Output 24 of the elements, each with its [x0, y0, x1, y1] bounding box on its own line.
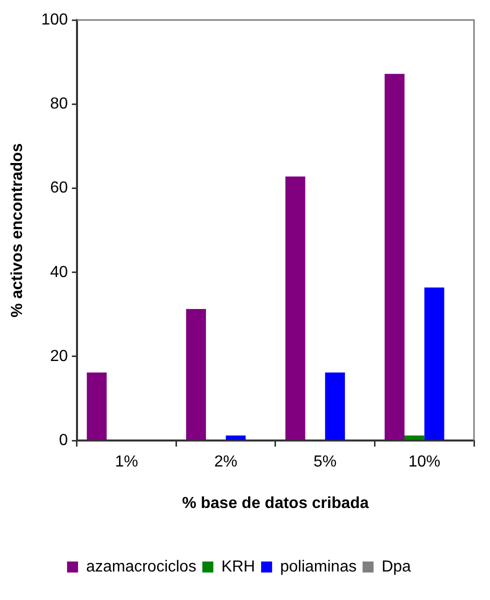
bar — [404, 436, 424, 440]
y-axis-title: % activos encontrados — [9, 143, 26, 318]
legend-label: azamacrociclos — [86, 558, 196, 576]
bar — [424, 288, 444, 440]
bar — [325, 372, 345, 440]
bar — [86, 372, 107, 440]
bar — [186, 308, 206, 440]
bar — [285, 176, 306, 440]
bar — [384, 74, 405, 440]
y-tick-label: 100 — [41, 11, 68, 28]
legend-label: poliaminas — [280, 558, 357, 576]
y-tick-label: 0 — [58, 432, 68, 450]
y-tick-label: 20 — [50, 348, 68, 365]
y-tick-label: 60 — [50, 180, 68, 197]
legend-label: Dpa — [382, 558, 412, 576]
x-tick-label: 2% — [214, 454, 238, 471]
bar — [226, 436, 246, 440]
y-tick-label: 80 — [50, 96, 68, 113]
x-tick-label: 10% — [408, 454, 440, 471]
y-tick-label: 40 — [50, 264, 68, 281]
legend-label: KRH — [221, 558, 256, 576]
x-tick-label: 5% — [314, 454, 337, 471]
x-axis-title: % base de datos cribada — [182, 494, 369, 512]
x-tick-label: 1% — [114, 454, 138, 471]
